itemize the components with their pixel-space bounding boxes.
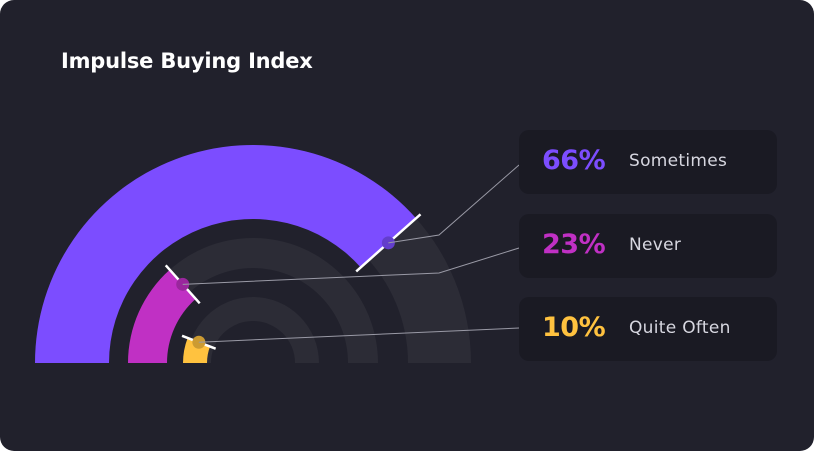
arc-sometimes [35, 145, 417, 363]
legend-label: Sometimes [629, 151, 728, 171]
legend-label: Quite Often [629, 318, 731, 338]
legend-item-quite-often: 10% Quite Often [519, 297, 777, 361]
connector-line [198, 327, 520, 343]
connector-line [182, 247, 520, 285]
legend-value: 66% [542, 145, 606, 176]
legend-value: 23% [542, 229, 606, 260]
legend-item-never: 23% Never [519, 214, 777, 278]
legend-value: 10% [542, 312, 606, 343]
background-track [128, 238, 378, 363]
chart-title: Impulse Buying Index [61, 49, 313, 73]
legend-label: Never [629, 235, 682, 255]
background-track [187, 297, 319, 363]
connector-line [388, 164, 520, 244]
connector-lines [176, 164, 520, 349]
arc-never [128, 269, 196, 363]
legend-item-sometimes: 66% Sometimes [519, 130, 777, 194]
